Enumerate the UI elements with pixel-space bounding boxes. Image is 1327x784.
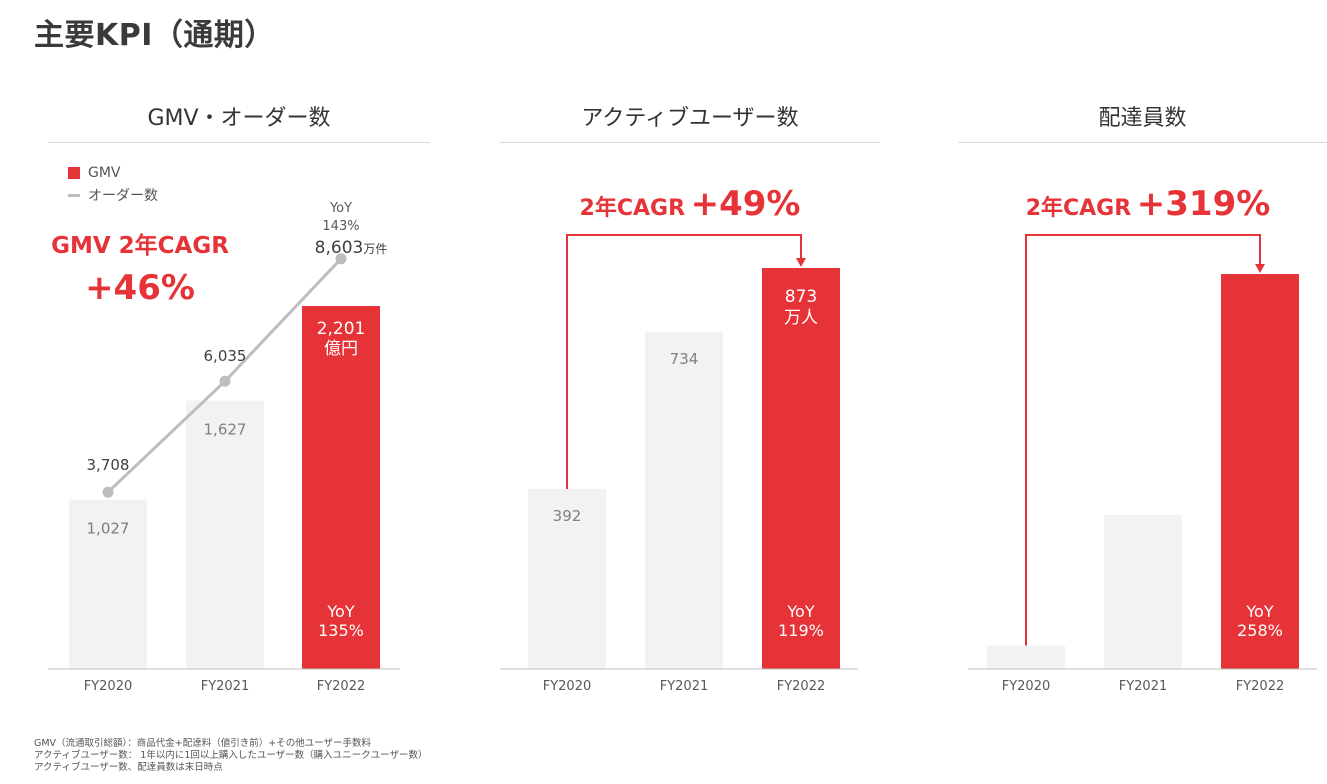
bar-gmv-FY2020 bbox=[69, 499, 147, 669]
x-tick-label: FY2022 bbox=[777, 679, 826, 694]
x-tick-label: FY2022 bbox=[317, 679, 366, 694]
bar-users-FY2022 bbox=[762, 268, 840, 669]
footnotes: GMV（流通取引総額）：商品代金+配達料（値引き前）+その他ユーザー手数料 アク… bbox=[34, 738, 428, 774]
x-tick-label: FY2020 bbox=[543, 679, 592, 694]
cagr-arrow-head bbox=[1255, 264, 1265, 273]
gmv-orders-chart: 1,0271,6272,201億円YoY135%3,7086,035YoY143… bbox=[48, 201, 400, 694]
gmv-cagr-value: +46% bbox=[85, 268, 195, 308]
x-tick-label: FY2020 bbox=[1002, 679, 1051, 694]
order-yoy-value: 143% bbox=[322, 219, 359, 234]
order-value-label: 3,708 bbox=[87, 456, 130, 474]
legend-swatch-orders bbox=[68, 193, 80, 197]
couriers-panel: 配達員数 2年CAGR +319% YoY 258% FY2020 FY2021 FY2… bbox=[958, 90, 1327, 700]
bar-users-FY2020 bbox=[528, 488, 606, 669]
bar-users-FY2021 bbox=[645, 331, 723, 669]
legend-swatch-gmv bbox=[68, 167, 80, 179]
title-rule bbox=[958, 142, 1327, 143]
footnote-gmv: GMV（流通取引総額）：商品代金+配達料（値引き前）+その他ユーザー手数料 bbox=[34, 738, 372, 749]
cagr-arrow-head bbox=[796, 258, 806, 267]
title-rule bbox=[500, 142, 880, 143]
footnote-timing: アクティブユーザー数、配達員数は末日時点 bbox=[34, 762, 223, 773]
order-value: 8,603 bbox=[315, 238, 364, 258]
order-point-FY2022 bbox=[335, 253, 347, 265]
cagr-bracket bbox=[566, 234, 802, 489]
bar-value-label: 1,627 bbox=[204, 421, 247, 439]
order-point-FY2021 bbox=[219, 375, 231, 387]
legend-label-orders: オーダー数 bbox=[88, 188, 158, 204]
yoy-value: 258% bbox=[1237, 621, 1283, 640]
page-title: 主要KPI（通期） bbox=[34, 18, 275, 53]
bar-value-label: 734 bbox=[670, 350, 699, 368]
bar-unit-label: 万人 bbox=[784, 308, 818, 328]
x-tick-label: FY2022 bbox=[1236, 679, 1285, 694]
yoy-label: YoY bbox=[786, 602, 814, 621]
gmv-cagr: GMV 2年CAGR +46% bbox=[50, 226, 230, 308]
x-tick-label: FY2021 bbox=[1119, 679, 1168, 694]
title-rule bbox=[48, 142, 430, 143]
couriers-cagr-prefix: 2年CAGR bbox=[1025, 196, 1132, 221]
yoy-label: YoY bbox=[1245, 602, 1273, 621]
chart-title-users: アクティブユーザー数 bbox=[581, 106, 799, 131]
gmv-orders-panel: GMV・オーダー数 GMV オーダー数 GMV 2年CAGR +46% 1,02… bbox=[48, 90, 430, 700]
legend-item-gmv: GMV bbox=[68, 162, 158, 184]
cagr-bracket bbox=[1025, 234, 1261, 646]
yoy-value: 135% bbox=[318, 621, 364, 640]
gmv-cagr-prefix: GMV 2年CAGR bbox=[51, 233, 229, 259]
chart-title-couriers: 配達員数 bbox=[1098, 106, 1187, 131]
bar-couriers-FY2020 bbox=[987, 645, 1065, 669]
order-yoy-label: YoY bbox=[329, 201, 352, 216]
x-tick-label: FY2021 bbox=[660, 679, 709, 694]
order-value-label: 8,603万件 bbox=[315, 238, 388, 258]
order-unit: 万件 bbox=[363, 242, 387, 256]
bar-value-label: 1,027 bbox=[87, 520, 130, 538]
x-tick-label: FY2021 bbox=[201, 679, 250, 694]
yoy-value: 119% bbox=[778, 621, 824, 640]
bar-value-label: 873 bbox=[785, 287, 817, 307]
footnote-active-users: アクティブユーザー数： 1年以内に1回以上購入したユーザー数（購入ユニークユーザ… bbox=[34, 750, 428, 761]
users-cagr-prefix: 2年CAGR bbox=[579, 196, 686, 221]
x-tick-label: FY2020 bbox=[84, 679, 133, 694]
legend-label-gmv: GMV bbox=[88, 165, 121, 181]
chart-title-gmv: GMV・オーダー数 bbox=[147, 106, 331, 131]
users-cagr: 2年CAGR +49% bbox=[560, 184, 820, 224]
legend: GMV オーダー数 bbox=[68, 162, 158, 206]
order-value-label: 6,035 bbox=[204, 347, 247, 365]
couriers-cagr-value: +319% bbox=[1136, 184, 1271, 224]
bar-unit-label: 億円 bbox=[324, 339, 358, 359]
bar-gmv-FY2021 bbox=[186, 400, 264, 669]
users-cagr-value: +49% bbox=[690, 184, 801, 224]
bar-gmv-FY2022 bbox=[302, 306, 380, 669]
couriers-cagr: 2年CAGR +319% bbox=[998, 184, 1298, 224]
yoy-label: YoY bbox=[326, 602, 354, 621]
active-users-panel: アクティブユーザー数 2年CAGR +49% 392 734 873 万人 YoY 119… bbox=[500, 90, 880, 700]
bar-value-label: 392 bbox=[553, 507, 582, 525]
bar-value-label: 2,201 bbox=[317, 319, 366, 339]
order-point-FY2020 bbox=[102, 486, 114, 498]
legend-item-orders: オーダー数 bbox=[68, 184, 158, 206]
bar-couriers-FY2022 bbox=[1221, 274, 1299, 669]
bar-couriers-FY2021 bbox=[1104, 514, 1182, 669]
